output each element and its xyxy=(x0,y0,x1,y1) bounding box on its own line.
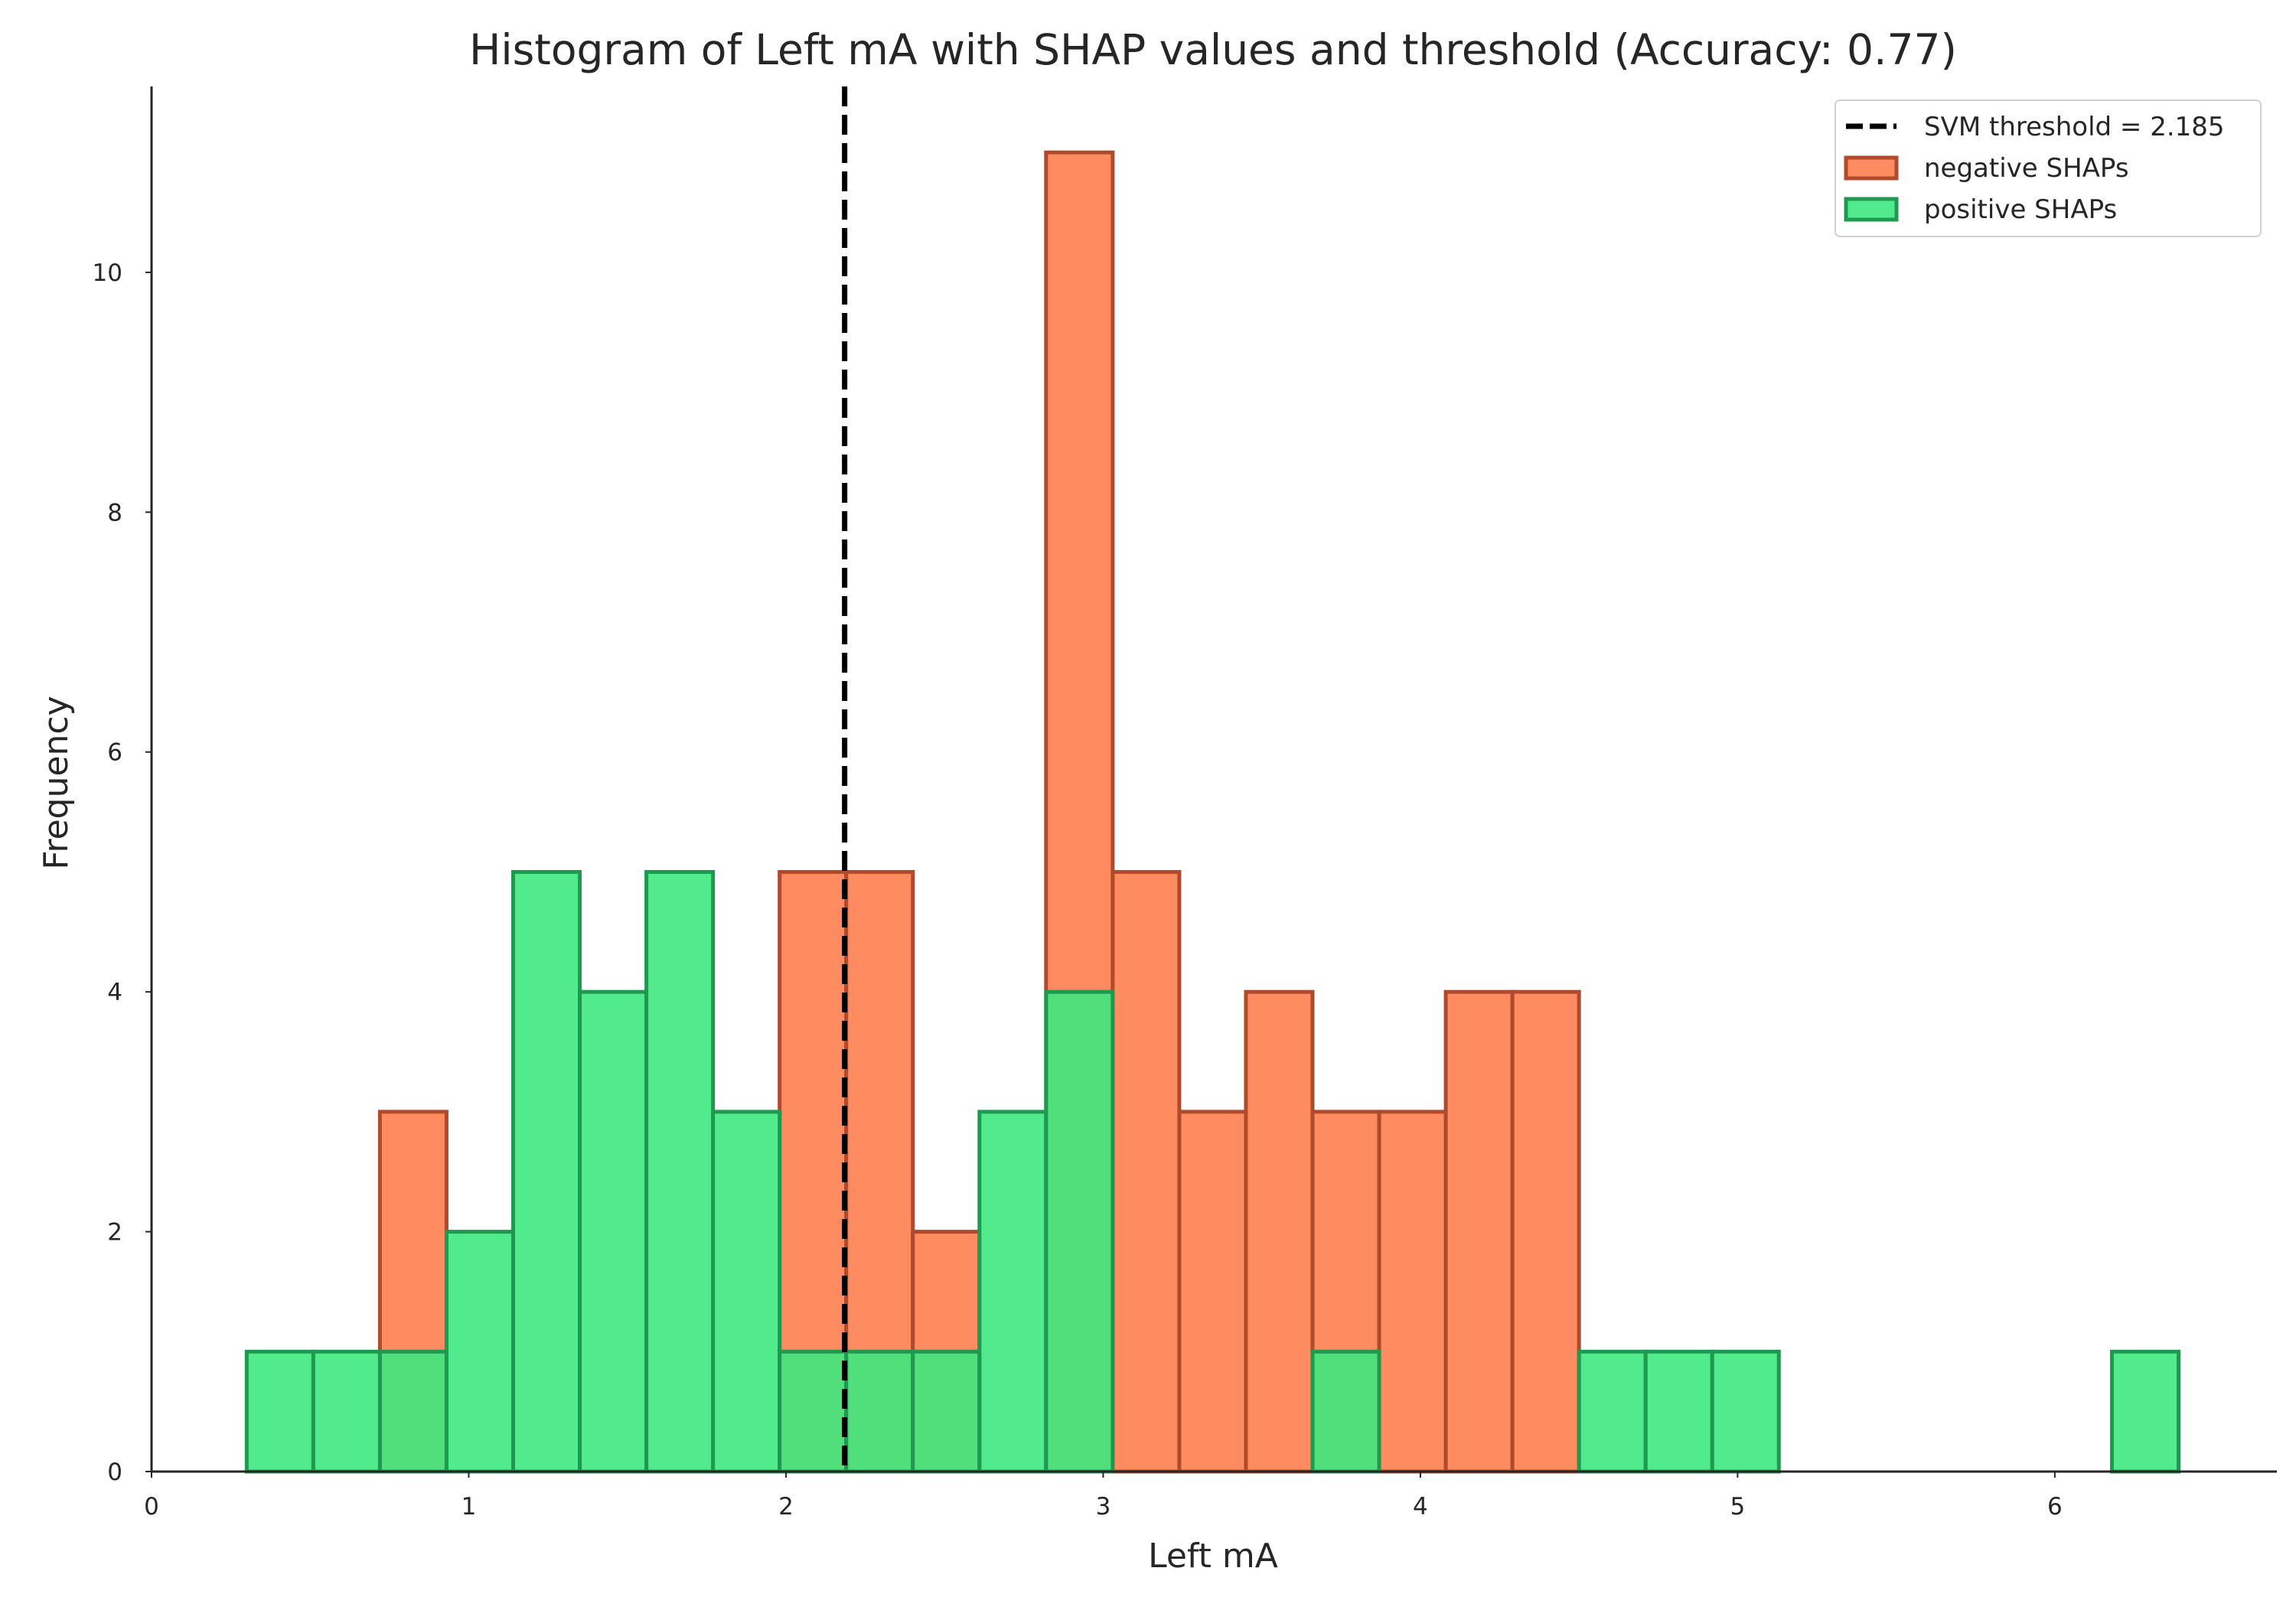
y-axis-title: Frequency xyxy=(37,696,76,869)
positive-shap-bar xyxy=(844,1349,915,1474)
positive-shap-bars xyxy=(244,869,2181,1474)
negative-shap-bar xyxy=(1377,1110,1448,1474)
x-tick-label: 4 xyxy=(1413,1493,1428,1521)
positive-shap-bar xyxy=(778,1349,849,1474)
x-tick-label: 3 xyxy=(1096,1493,1111,1521)
legend-box xyxy=(1835,99,2262,237)
legend-positive-swatch xyxy=(1844,197,1899,222)
negative-shap-bar xyxy=(1110,869,1182,1474)
positive-shap-bar xyxy=(377,1349,448,1474)
legend-negative-label: negative SHAPs xyxy=(1924,153,2129,184)
x-axis-title: Left mA xyxy=(1148,1537,1278,1576)
chart-title: Histogram of Left mA with SHAP values an… xyxy=(469,25,1957,74)
negative-shap-bar xyxy=(1244,989,1315,1474)
positive-shap-bar xyxy=(977,1110,1049,1474)
legend-negative-swatch xyxy=(1844,155,1899,181)
positive-shap-bar xyxy=(444,1230,516,1474)
y-tick-label: 10 xyxy=(93,259,122,287)
x-tick-label: 5 xyxy=(1730,1493,1746,1521)
positive-shap-bar xyxy=(511,869,582,1474)
x-tick-label: 1 xyxy=(461,1493,477,1521)
negative-shap-bar xyxy=(1177,1110,1248,1474)
positive-shap-bar xyxy=(1310,1349,1381,1474)
positive-shap-bar xyxy=(2109,1349,2181,1474)
legend: SVM threshold = 2.185 negative SHAPs pos… xyxy=(1835,99,2262,237)
negative-shap-bar xyxy=(1443,989,1515,1474)
y-tick-label: 6 xyxy=(107,739,122,767)
x-tick-label: 0 xyxy=(144,1493,159,1521)
positive-shap-bar xyxy=(244,1349,315,1474)
legend-positive-label: positive SHAPs xyxy=(1924,194,2117,225)
legend-threshold-label: SVM threshold = 2.185 xyxy=(1924,112,2225,142)
y-tick-label: 0 xyxy=(107,1459,122,1486)
positive-shap-bar xyxy=(1577,1349,1648,1474)
positive-shap-bar xyxy=(711,1110,782,1474)
x-tick-label: 6 xyxy=(2047,1493,2063,1521)
positive-shap-bar xyxy=(644,869,716,1474)
positive-shap-bar xyxy=(911,1349,982,1474)
positive-shap-bar xyxy=(1710,1349,1781,1474)
y-tick-label: 8 xyxy=(107,499,122,526)
negative-shap-bar xyxy=(1510,989,1581,1474)
y-tick-labels: 0 2 4 6 8 10 xyxy=(93,259,152,1486)
positive-shap-bar xyxy=(578,989,649,1474)
positive-shap-bar xyxy=(1643,1349,1714,1474)
positive-shap-bar xyxy=(311,1349,382,1474)
x-tick-label: 2 xyxy=(778,1493,794,1521)
y-tick-label: 2 xyxy=(107,1219,122,1247)
y-tick-label: 4 xyxy=(107,979,122,1006)
positive-shap-bar xyxy=(1044,989,1115,1474)
x-tick-labels: 0 1 2 3 4 5 6 xyxy=(144,1472,2063,1521)
